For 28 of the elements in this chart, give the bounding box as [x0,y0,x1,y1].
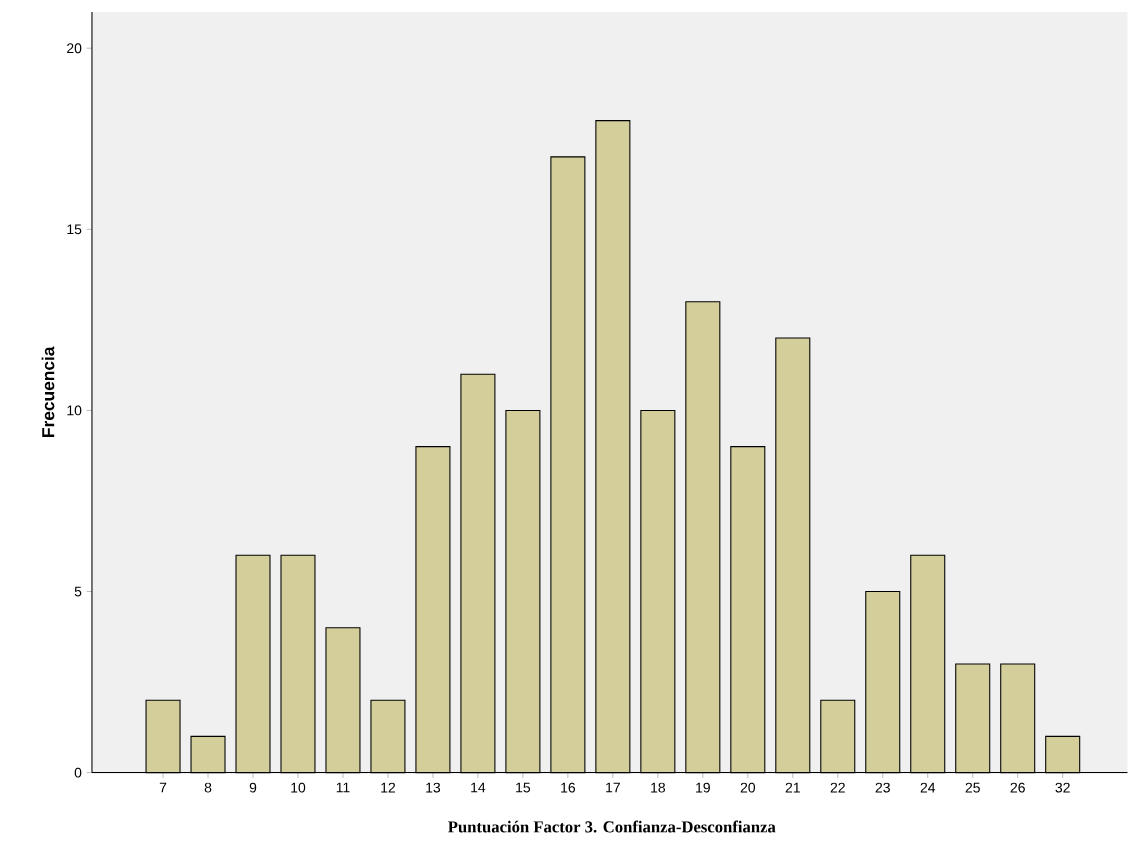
y-tick-label: 0 [74,767,82,778]
y-tick-label: 10 [67,405,82,416]
x-tick-label: 18 [651,782,666,793]
x-tick-label: 17 [606,782,620,793]
x-tick-label: 32 [1055,782,1070,793]
x-tick-label: 10 [291,782,306,793]
x-tick-label: 23 [875,782,890,793]
y-tick-label: 15 [67,224,82,235]
x-tick-label: 14 [471,782,486,793]
y-tick-label: 5 [74,586,82,597]
x-tick-label: 20 [740,782,756,793]
x-tick-label: 22 [830,782,845,793]
x-tick-label: 8 [204,782,212,793]
x-tick-label: 13 [426,782,441,793]
y-axis-title: Frecuencia [41,346,55,438]
x-axis-title: Puntuación Factor 3. Confianza-Desconfianza [448,820,776,833]
x-tick-label: 21 [785,782,800,793]
x-tick-label: 15 [516,782,531,793]
x-tick-label: 24 [920,782,936,793]
y-tick-label: 20 [67,43,82,54]
x-tick-label: 11 [336,782,350,793]
x-tick-label: 9 [249,782,257,793]
x-tick-label: 25 [965,782,980,793]
x-tick-label: 19 [696,782,710,793]
x-tick-label: 26 [1010,782,1025,793]
x-tick-label: 16 [561,782,576,793]
x-tick-label: 7 [159,782,167,793]
x-tick-label: 12 [381,782,396,793]
